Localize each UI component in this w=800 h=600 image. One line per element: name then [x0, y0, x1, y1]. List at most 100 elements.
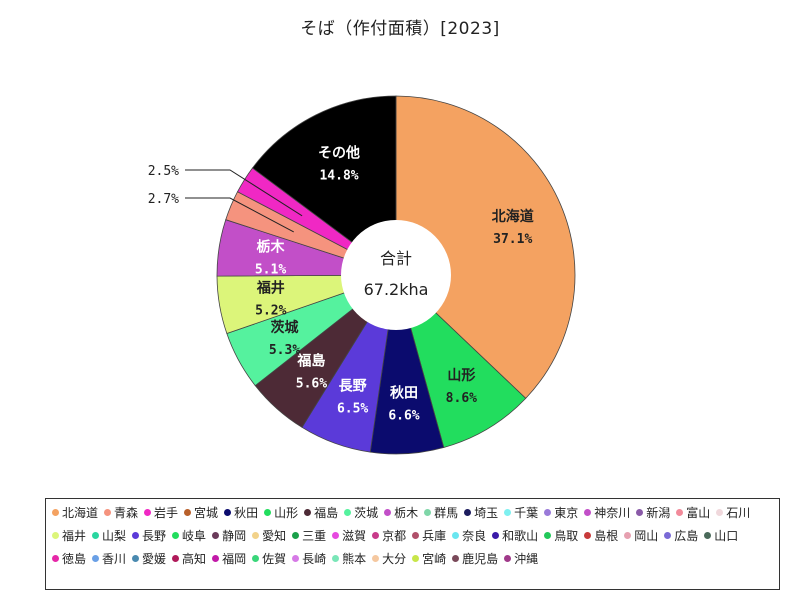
legend-label: 宮崎 — [422, 552, 447, 566]
legend-item: 長崎 — [292, 548, 326, 571]
legend-item: 神奈川 — [584, 502, 630, 525]
legend-item: 青森 — [104, 502, 138, 525]
legend-item: 福島 — [304, 502, 338, 525]
slice-name-label: 茨城 — [271, 319, 299, 336]
legend-marker — [144, 509, 152, 516]
legend-item: 和歌山 — [492, 525, 538, 548]
legend-item: 福井 — [52, 525, 86, 548]
legend-marker — [92, 532, 100, 539]
legend-marker — [344, 509, 352, 516]
legend-item: 岡山 — [624, 525, 658, 548]
donut-hole — [341, 220, 451, 330]
legend-label: 愛媛 — [142, 552, 167, 566]
legend-label: 山形 — [274, 506, 299, 520]
legend-label: 京都 — [382, 529, 407, 543]
legend: 北海道 青森 岩手 宮城 秋田 山形 福島 茨城 栃木 群馬 埼玉 千葉 東京 神奈川 新潟 富山 石川福井 山梨… — [45, 498, 780, 590]
slice-その他 — [251, 95, 397, 276]
legend-marker — [412, 532, 420, 539]
slice-value-label: 5.3% — [269, 343, 300, 358]
legend-item: 東京 — [544, 502, 578, 525]
legend-marker — [172, 532, 180, 539]
legend-item: 埼玉 — [464, 502, 498, 525]
legend-marker — [184, 509, 192, 516]
legend-label: 鹿児島 — [462, 552, 499, 566]
legend-item: 山口 — [704, 525, 738, 548]
legend-label: 茨城 — [354, 506, 379, 520]
legend-label: 宮城 — [194, 506, 219, 520]
legend-label: 熊本 — [342, 552, 367, 566]
legend-item: 鹿児島 — [452, 548, 498, 571]
legend-marker — [92, 555, 100, 562]
legend-item: 秋田 — [224, 502, 258, 525]
legend-label: 広島 — [674, 529, 699, 543]
legend-marker — [172, 555, 180, 562]
legend-item: 沖縄 — [504, 548, 538, 571]
legend-label: 岐阜 — [182, 529, 207, 543]
legend-label: 徳島 — [62, 552, 87, 566]
legend-marker — [664, 532, 672, 539]
legend-label: 秋田 — [234, 506, 259, 520]
callout-leader-line — [185, 197, 294, 233]
slice-北海道 — [395, 95, 576, 399]
legend-marker — [584, 532, 592, 539]
legend-label: 岩手 — [154, 506, 179, 520]
legend-label: 香川 — [102, 552, 127, 566]
legend-marker — [304, 509, 312, 516]
legend-marker — [132, 532, 140, 539]
legend-item: 愛媛 — [132, 548, 166, 571]
legend-item: 大分 — [372, 548, 406, 571]
legend-item: 広島 — [664, 525, 698, 548]
legend-marker — [252, 555, 260, 562]
legend-marker — [332, 532, 340, 539]
legend-label: 富山 — [686, 506, 711, 520]
legend-label: 山梨 — [102, 529, 127, 543]
legend-label: 鳥取 — [554, 529, 579, 543]
legend-label: 群馬 — [434, 506, 459, 520]
legend-label: 大分 — [382, 552, 407, 566]
legend-label: 島根 — [594, 529, 619, 543]
legend-marker — [224, 509, 232, 516]
legend-item: 千葉 — [504, 502, 538, 525]
legend-item: 長野 — [132, 525, 166, 548]
legend-item: 茨城 — [344, 502, 378, 525]
legend-label: 佐賀 — [262, 552, 287, 566]
legend-item: 富山 — [676, 502, 710, 525]
legend-marker — [492, 532, 500, 539]
legend-item: 三重 — [292, 525, 326, 548]
legend-label: 沖縄 — [514, 552, 539, 566]
legend-marker — [636, 509, 644, 516]
legend-label: 愛知 — [262, 529, 287, 543]
legend-marker — [676, 509, 684, 516]
slice-value-label: 8.6% — [446, 391, 477, 406]
legend-item: 熊本 — [332, 548, 366, 571]
legend-marker — [544, 532, 552, 539]
legend-marker — [504, 509, 512, 516]
legend-marker — [464, 509, 472, 516]
legend-item: 宮城 — [184, 502, 218, 525]
legend-item: 鳥取 — [544, 525, 578, 548]
legend-marker — [372, 555, 380, 562]
callout-leader-line — [185, 169, 303, 217]
legend-label: 北海道 — [62, 506, 99, 520]
legend-item: 山梨 — [92, 525, 126, 548]
legend-marker — [212, 555, 220, 562]
legend-label: 東京 — [554, 506, 579, 520]
legend-item: 愛知 — [252, 525, 286, 548]
center-label: 合計 — [380, 249, 412, 268]
slice-value-label: 5.2% — [255, 303, 286, 318]
legend-marker — [212, 532, 220, 539]
donut-chart: 2.5% 2.7% 合計 67.2kha 北海道 37.1% 山形 8.6% 秋田 6.6%… — [148, 95, 576, 455]
legend-label: 兵庫 — [422, 529, 447, 543]
slice-name-label: その他 — [318, 144, 360, 161]
legend-marker — [412, 555, 420, 562]
legend-label: 青森 — [114, 506, 139, 520]
legend-item: 京都 — [372, 525, 406, 548]
legend-label: 福島 — [314, 506, 339, 520]
legend-item: 北海道 — [52, 502, 98, 525]
legend-marker — [584, 509, 592, 516]
center-value: 67.2kha — [364, 280, 429, 299]
slice-value-label: 6.6% — [388, 409, 419, 424]
legend-item: 宮崎 — [412, 548, 446, 571]
legend-item: 香川 — [92, 548, 126, 571]
legend-marker — [384, 509, 392, 516]
